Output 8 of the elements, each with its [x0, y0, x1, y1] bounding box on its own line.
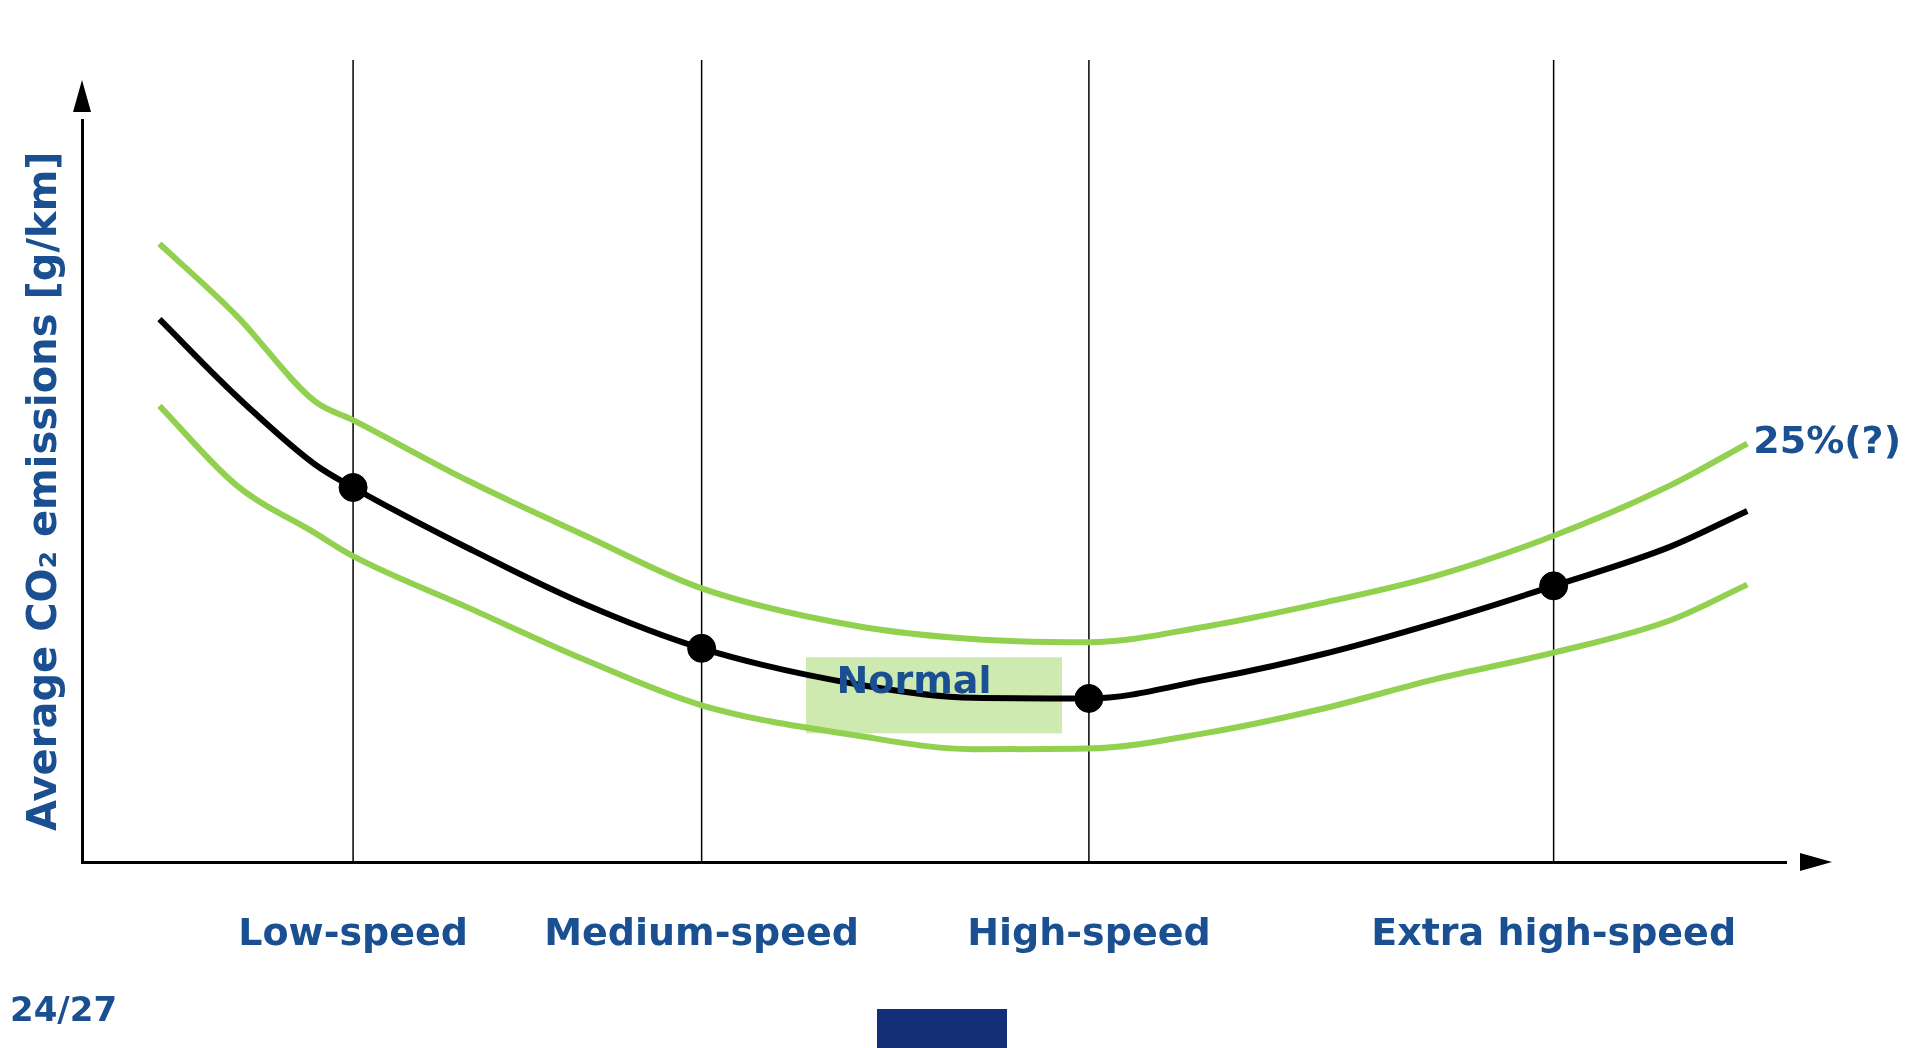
x-tick-label: High-speed [967, 910, 1211, 955]
x-tick-label: Medium-speed [544, 910, 860, 955]
annotation: 25%(?) [1753, 418, 1902, 463]
y-axis-title: Average CO₂ emissions [g/km] [19, 151, 66, 831]
x-tick-label: Low-speed [238, 910, 468, 955]
text: 24/27 [10, 988, 118, 1029]
x-tick-label: Extra high-speed [1371, 910, 1737, 955]
annotation: Normal [836, 658, 992, 703]
